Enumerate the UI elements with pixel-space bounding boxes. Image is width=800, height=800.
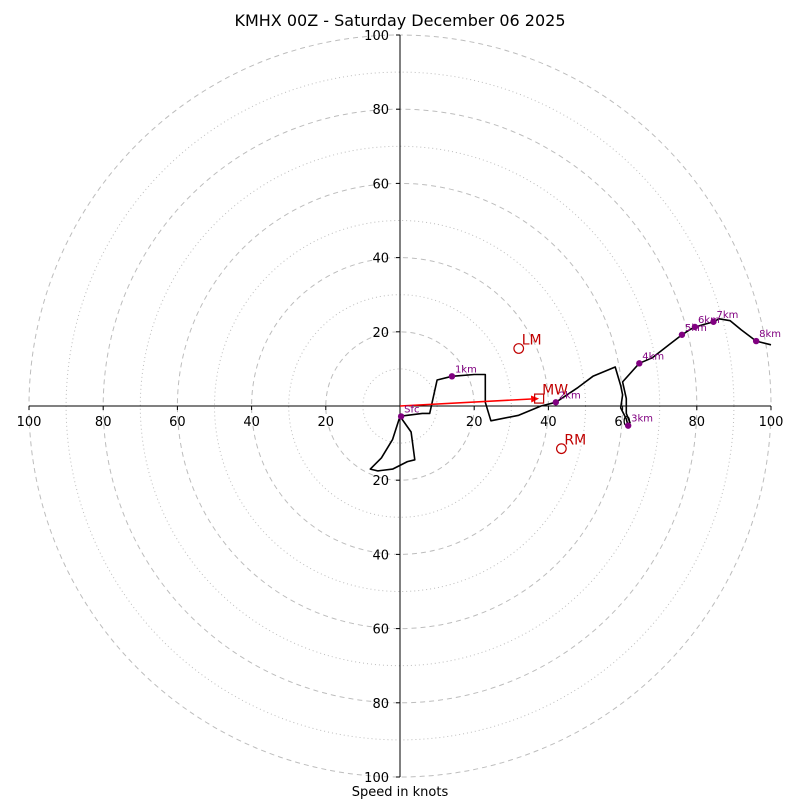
- x-tick-label: 40: [243, 415, 260, 430]
- height-label-sfc: Sfc: [404, 404, 419, 415]
- y-tick-label: 20: [372, 326, 389, 341]
- storm-motion-lm-marker: [513, 343, 525, 354]
- chart-title: KMHX 00Z - Saturday December 06 2025: [234, 11, 565, 30]
- height-marker-8km: [752, 337, 760, 345]
- y-tick-label: 40: [372, 252, 389, 267]
- height-label-4km: 4km: [642, 351, 664, 362]
- height-label-2km: 2km: [559, 390, 581, 401]
- y-tick-label: 80: [372, 103, 389, 118]
- y-tick-label: 20: [372, 474, 389, 489]
- y-tick-label: 100: [364, 29, 389, 44]
- height-marker-5km: [678, 331, 686, 338]
- height-marker-7km: [710, 318, 717, 325]
- storm-motion-lm-label: LM: [522, 332, 542, 348]
- storm-motion-mw-label: MW: [542, 383, 568, 399]
- height-label-1km: 1km: [455, 364, 477, 375]
- y-tick-label: 80: [372, 697, 389, 712]
- mean-wind-arrow: [399, 395, 540, 407]
- storm-motion-rm-label: RM: [564, 433, 586, 449]
- x-tick-label: 80: [95, 415, 112, 430]
- y-tick-label: 40: [372, 548, 389, 563]
- height-marker-4km: [636, 360, 643, 367]
- y-tick-label: 60: [372, 177, 389, 192]
- mean-wind-arrow-shaft: [399, 398, 532, 407]
- x-tick-label: 80: [689, 415, 706, 430]
- height-marker-sfc: [397, 413, 405, 420]
- storm-motion-markers: LM MW RM: [513, 332, 586, 455]
- hodograph-trace-tail: [369, 416, 416, 472]
- y-tick-label: 100: [364, 771, 389, 786]
- height-label-3km: 3km: [631, 414, 653, 425]
- hodograph-trace: [369, 317, 772, 472]
- hodograph-trace-line: [400, 317, 772, 428]
- height-label-7km: 7km: [716, 310, 738, 321]
- height-marker-3km: [624, 422, 632, 429]
- x-tick-label: 20: [318, 415, 335, 430]
- storm-motion-rm-marker: [555, 443, 567, 455]
- x-tick-label: 20: [466, 415, 483, 430]
- x-tick-label: 60: [169, 415, 186, 430]
- height-markers: Sfc1km2km3km4km5km6km7km8km: [397, 310, 781, 429]
- x-axis-label: Speed in knots: [352, 785, 449, 800]
- height-marker-2km: [552, 399, 560, 406]
- height-marker-6km: [691, 323, 699, 331]
- x-tick-label: 40: [540, 415, 557, 430]
- x-tick-label: 100: [759, 415, 784, 430]
- height-label-8km: 8km: [759, 329, 781, 340]
- height-marker-1km: [448, 373, 456, 380]
- storm-motion-mw-marker: [534, 393, 545, 404]
- y-tick-label: 60: [372, 623, 389, 638]
- x-tick-label: 100: [17, 415, 42, 430]
- height-label-6km: 6km: [698, 315, 720, 326]
